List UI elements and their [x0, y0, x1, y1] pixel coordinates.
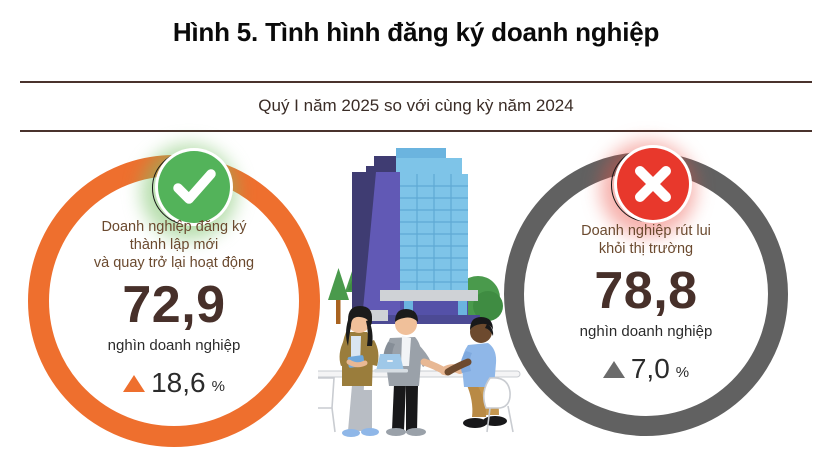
x-circle-icon	[617, 148, 689, 220]
card-exiting-businesses: Doanh nghiệp rút lui khỏi thị trường 78,…	[518, 222, 774, 384]
badge-new-businesses	[141, 144, 237, 240]
card-delta-suffix: %	[211, 378, 225, 395]
card-delta-suffix: %	[675, 364, 690, 381]
card-description: Doanh nghiệp đăng ký thành lập mới và qu…	[93, 219, 255, 271]
divider-top	[20, 81, 812, 83]
office-tower	[352, 148, 480, 324]
chair-right	[482, 376, 514, 433]
card-value: 72,9	[122, 276, 226, 334]
card-unit: nghìn doanh nghiệp	[579, 323, 713, 340]
triangle-up-icon	[123, 374, 146, 392]
page-title: Hình 5. Tình hình đăng ký doanh nghiệp	[172, 17, 660, 47]
card-description: Doanh nghiệp rút lui khỏi thị trường	[581, 223, 711, 257]
card-value: 78,8	[594, 262, 698, 320]
seated-man	[444, 317, 507, 428]
card-delta-value: 18,6	[151, 367, 206, 398]
card-delta: 7,0 %	[518, 354, 774, 384]
office-building-and-business-meeting-illustration	[311, 140, 528, 440]
card-delta: 18,6 %	[44, 368, 304, 398]
standing-man-with-laptop	[374, 309, 450, 436]
badge-exiting-businesses	[600, 141, 696, 237]
divider-bottom	[20, 130, 812, 132]
standing-woman	[339, 306, 379, 437]
triangle-up-icon	[602, 360, 625, 378]
card-unit: nghìn doanh nghiệp	[107, 337, 241, 354]
chair-left	[311, 377, 336, 433]
check-circle-icon	[158, 151, 230, 223]
page-subtitle: Quý I năm 2025 so với cùng kỳ năm 2024	[258, 96, 574, 115]
laptop	[374, 354, 408, 373]
card-delta-value: 7,0	[630, 353, 670, 384]
card-new-businesses: Doanh nghiệp đăng ký thành lập mới và qu…	[44, 218, 304, 398]
